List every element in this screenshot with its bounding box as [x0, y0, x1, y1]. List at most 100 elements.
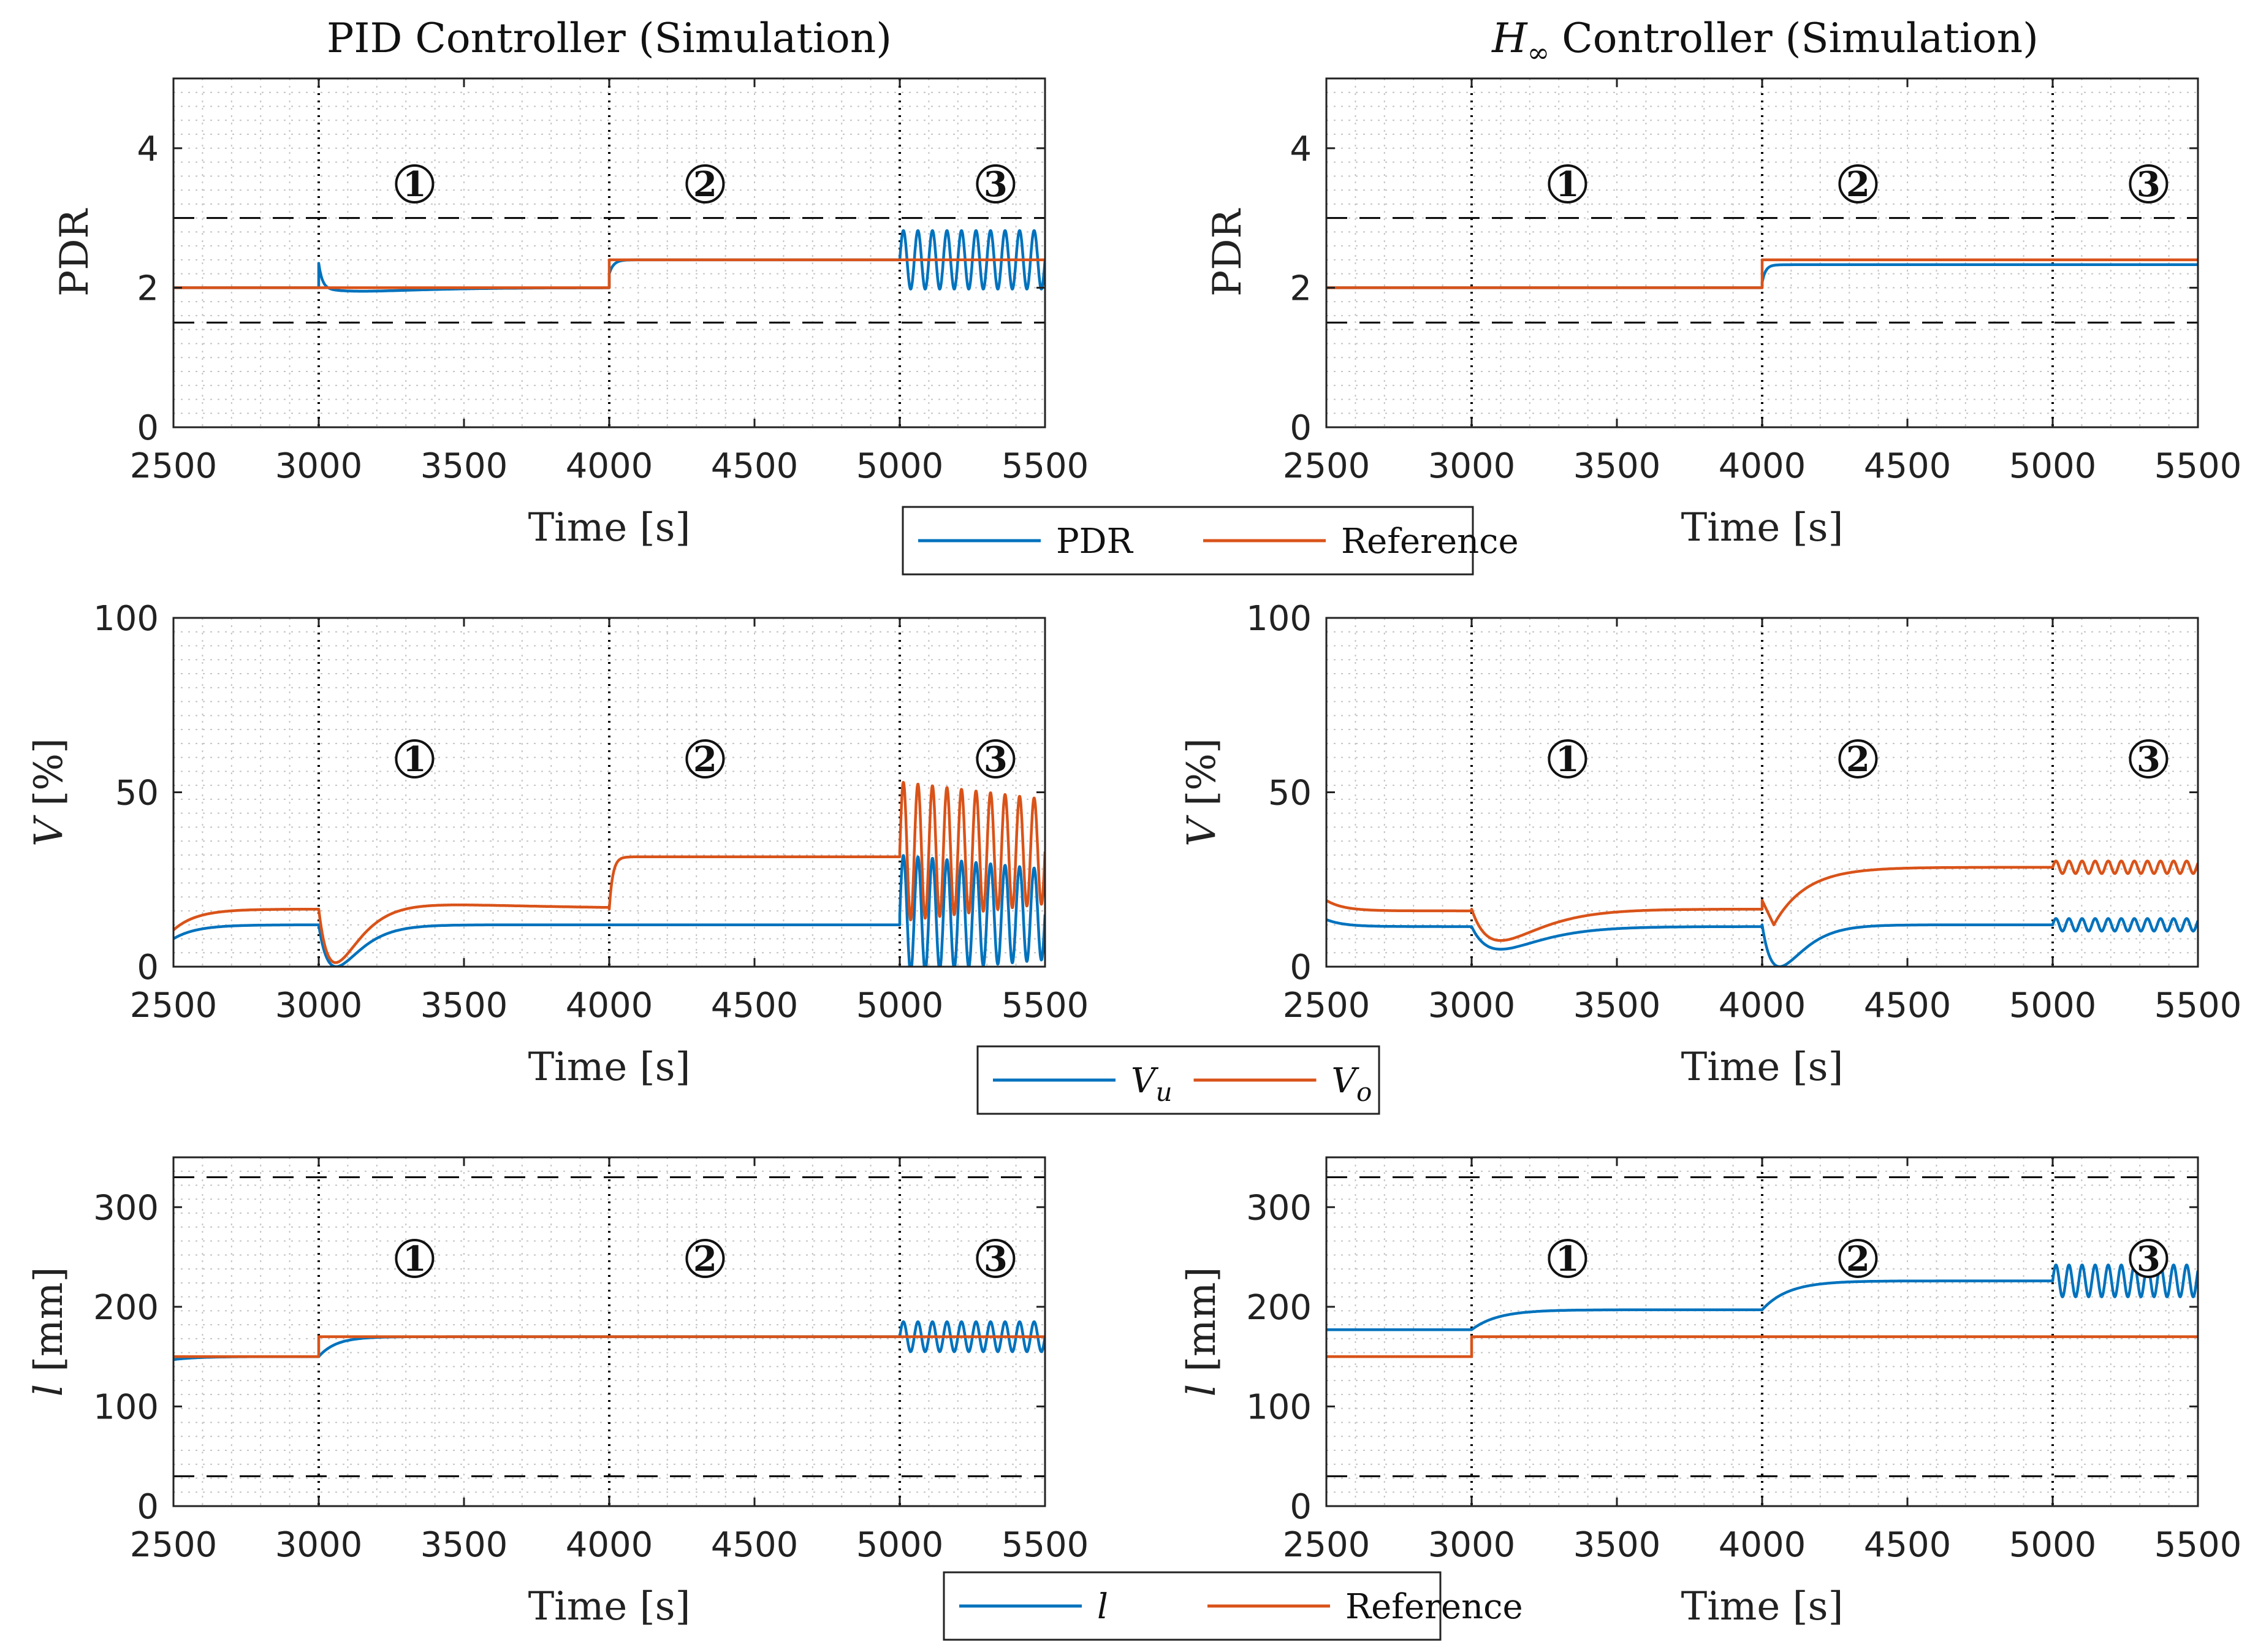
legend-label: PDR — [1056, 522, 1134, 561]
region-marker-number: 2 — [1846, 164, 1870, 205]
x-tick-label: 4000 — [1719, 1525, 1806, 1565]
region-marker-circle — [976, 164, 1016, 204]
region-marker-circle — [395, 1239, 435, 1278]
x-axis-label: Time [s] — [528, 505, 691, 550]
x-tick-label: 2500 — [1283, 446, 1370, 486]
pid-column-title: PID Controller (Simulation) — [327, 15, 892, 62]
y-tick-label: 100 — [1246, 1387, 1312, 1427]
x-tick-label: 5500 — [1002, 1525, 1089, 1565]
panel-r1-c0: 2500 3000 3500 4000 4500 5000 5500 0 50 100 Time [… — [26, 599, 1089, 1090]
x-tick-label: 4000 — [566, 986, 653, 1026]
y-tick-label: 100 — [1246, 599, 1312, 639]
x-tick-label: 3500 — [420, 1525, 508, 1565]
region-marker-circle — [1838, 164, 1878, 204]
y-tick-label: 200 — [1246, 1288, 1312, 1328]
region-2-marker: 2 — [1838, 739, 1878, 780]
region-marker-circle — [976, 739, 1016, 778]
series-line-v-o — [173, 781, 1045, 964]
x-tick-label: 3500 — [420, 446, 508, 486]
hinf-title-rest: Controller (Simulation) — [1562, 15, 2039, 62]
y-axis-symbol: l — [26, 1384, 72, 1396]
x-tick-label: 5500 — [1002, 986, 1089, 1026]
region-marker-number: 2 — [693, 1239, 717, 1279]
legend-row-2: Vu Vo — [976, 1045, 1380, 1115]
x-tick-label: 3500 — [1573, 446, 1661, 486]
hinf-symbol: H — [1491, 15, 1528, 62]
panel-r1-c1: 2500 3000 3500 4000 4500 5000 5500 0 50 100 Time [… — [1179, 599, 2241, 1090]
region-marker-number: 3 — [2137, 739, 2161, 780]
region-marker-circle — [685, 164, 725, 204]
y-axis-label: l [mm] — [26, 1267, 72, 1397]
y-tick-label: 100 — [93, 599, 159, 639]
y-tick-label: 50 — [115, 774, 159, 813]
region-3-marker: 3 — [976, 164, 1016, 205]
series-line-reference — [1326, 1335, 2198, 1358]
y-tick-label: 0 — [137, 1487, 159, 1527]
panel-r0-c1: 2500 3000 3500 4000 4500 5000 5500 0 2 4 Time [s] P… — [1205, 77, 2241, 550]
y-tick-label: 0 — [1290, 948, 1312, 988]
region-1-marker: 1 — [395, 1239, 435, 1279]
region-marker-number: 1 — [1556, 1239, 1579, 1279]
x-tick-label: 5000 — [856, 446, 944, 486]
region-2-marker: 2 — [1838, 164, 1878, 205]
panel-r0-c0: 2500 3000 3500 4000 4500 5000 5500 0 2 4 Time [s] P… — [52, 77, 1089, 550]
y-axis-symbol: V — [1179, 815, 1225, 847]
x-tick-label: 4500 — [711, 986, 799, 1026]
x-axis-label: Time [s] — [1681, 1584, 1844, 1629]
region-3-marker: 3 — [976, 739, 1016, 780]
region-marker-circle — [1838, 739, 1878, 778]
region-marker-number: 2 — [693, 739, 717, 780]
region-marker-circle — [1548, 739, 1587, 778]
x-tick-label: 5500 — [2154, 1525, 2242, 1565]
legend-label: Reference — [1345, 1587, 1523, 1627]
y-tick-label: 50 — [1268, 774, 1312, 813]
legend-row-1: PDR Reference — [902, 506, 1519, 576]
region-marker-number: 2 — [693, 164, 717, 205]
x-tick-label: 4500 — [1864, 446, 1952, 486]
legend-label: Vu — [1131, 1061, 1173, 1107]
x-axis-label: Time [s] — [1681, 505, 1844, 550]
x-tick-label: 5000 — [2009, 986, 2097, 1026]
y-tick-label: 2 — [1290, 268, 1312, 308]
x-tick-label: 3500 — [1573, 1525, 1661, 1565]
region-1-marker: 1 — [1548, 1239, 1587, 1279]
y-tick-label: 100 — [93, 1387, 159, 1427]
y-axis-label: V [%] — [1179, 738, 1225, 847]
region-marker-circle — [685, 739, 725, 778]
region-marker-number: 3 — [984, 1239, 1008, 1279]
x-axis-label: Time [s] — [528, 1045, 691, 1090]
series-line-v-o — [1326, 859, 2198, 942]
x-tick-label: 3000 — [1428, 986, 1516, 1026]
y-tick-label: 0 — [137, 408, 159, 448]
region-marker-circle — [976, 1239, 1016, 1278]
x-tick-label: 5000 — [2009, 446, 2097, 486]
y-axis-symbol: l — [1179, 1384, 1225, 1396]
region-1-marker: 1 — [1548, 164, 1587, 205]
x-tick-label: 5500 — [1002, 446, 1089, 486]
x-tick-label: 4000 — [566, 1525, 653, 1565]
region-marker-number: 3 — [984, 164, 1008, 205]
y-tick-label: 0 — [1290, 408, 1312, 448]
y-axis-label: V [%] — [26, 738, 72, 847]
x-axis-label: Time [s] — [1681, 1045, 1844, 1090]
x-tick-label: 3000 — [1428, 1525, 1516, 1565]
x-tick-label: 4500 — [711, 446, 799, 486]
hinf-subscript: ∞ — [1527, 37, 1550, 69]
y-tick-label: 300 — [1246, 1188, 1312, 1228]
y-axis-unit: [mm] — [1179, 1267, 1225, 1372]
region-marker-number: 3 — [2137, 164, 2161, 205]
region-marker-circle — [685, 1239, 725, 1278]
region-marker-number: 2 — [1846, 1239, 1870, 1279]
legend-label: Reference — [1341, 522, 1519, 561]
x-tick-label: 5000 — [856, 1525, 944, 1565]
x-axis-label: Time [s] — [528, 1584, 691, 1629]
legend-label: l — [1097, 1587, 1108, 1627]
plot-area — [1326, 1157, 2198, 1506]
region-3-marker: 3 — [2129, 739, 2169, 780]
series-line-v-u — [1326, 917, 2198, 967]
y-tick-label: 0 — [1290, 1487, 1312, 1527]
hinf-column-title: H∞ Controller (Simulation) — [1491, 15, 2039, 69]
series-line-reference — [1326, 258, 2198, 289]
